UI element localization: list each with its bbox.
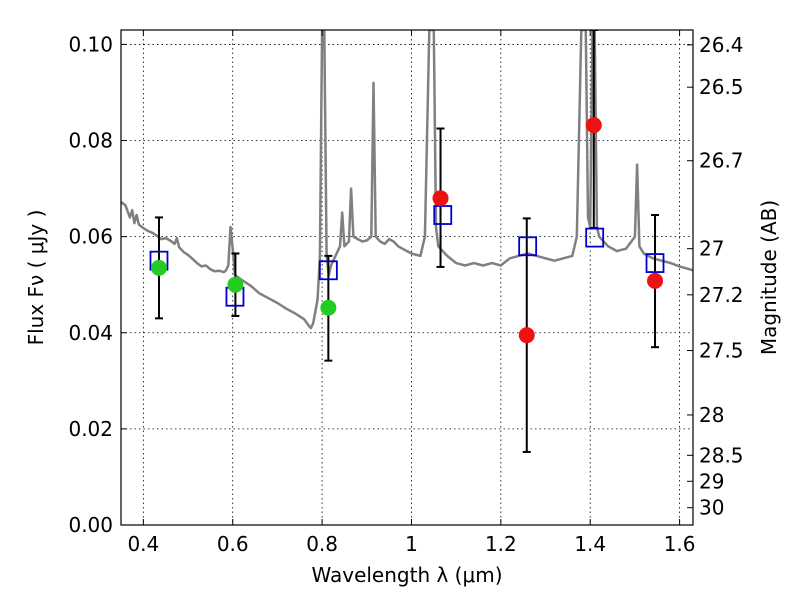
spectrum-line [121, 30, 693, 330]
right-tick-label: 27.2 [699, 283, 744, 307]
observed-point [227, 276, 244, 293]
right-axis-title: Magnitude (AB) [757, 200, 781, 355]
observed-point [150, 259, 167, 276]
model-photometry-square [518, 236, 538, 257]
ticks: 0.4 0.6 0.8 1 1.2 1.4 1.6 0.00 0.02 0.04 0.06 0.08 0… [68, 30, 744, 556]
observed-point [647, 272, 664, 289]
right-tick-label: 26.7 [699, 149, 744, 173]
right-tick-label: 27.5 [699, 339, 744, 363]
y-axis-title: Flux Fν ( μJy ) [24, 210, 48, 346]
spectrum-layer [121, 30, 693, 330]
y-tick-label: 0.08 [68, 129, 113, 153]
right-tick-label: 27 [699, 237, 724, 261]
model-photometry-square [318, 260, 338, 281]
y-tick-label: 0.10 [68, 32, 113, 56]
markers [149, 117, 665, 344]
observed-point [585, 117, 602, 134]
x-tick-label: 0.6 [217, 532, 249, 556]
x-tick-label: 1 [405, 532, 418, 556]
observed-point [432, 190, 449, 207]
grid [121, 30, 693, 526]
x-axis-title: Wavelength λ (μm) [311, 563, 502, 587]
x-tick-label: 1.4 [574, 532, 606, 556]
y-tick-label: 0.04 [68, 321, 113, 345]
right-tick-label: 30 [699, 496, 724, 520]
y-tick-label: 0.00 [68, 513, 113, 537]
observed-point [320, 299, 337, 316]
x-tick-label: 1.2 [485, 532, 517, 556]
x-tick-label: 0.4 [127, 532, 159, 556]
y-tick-label: 0.06 [68, 225, 113, 249]
model-photometry-square [433, 205, 453, 225]
y-tick-label: 0.02 [68, 417, 113, 441]
x-tick-label: 1.6 [664, 532, 696, 556]
right-tick-label: 29 [699, 469, 724, 493]
plot-frame [120, 29, 694, 526]
observed-point [518, 327, 535, 344]
model-photometry-square [585, 227, 605, 248]
right-tick-label: 26.5 [699, 75, 744, 99]
right-tick-label: 28 [699, 403, 724, 427]
x-tick-label: 0.8 [306, 532, 338, 556]
right-tick-label: 28.5 [699, 443, 744, 467]
model-photometry-square [645, 253, 665, 273]
right-tick-label: 26.4 [699, 33, 744, 57]
